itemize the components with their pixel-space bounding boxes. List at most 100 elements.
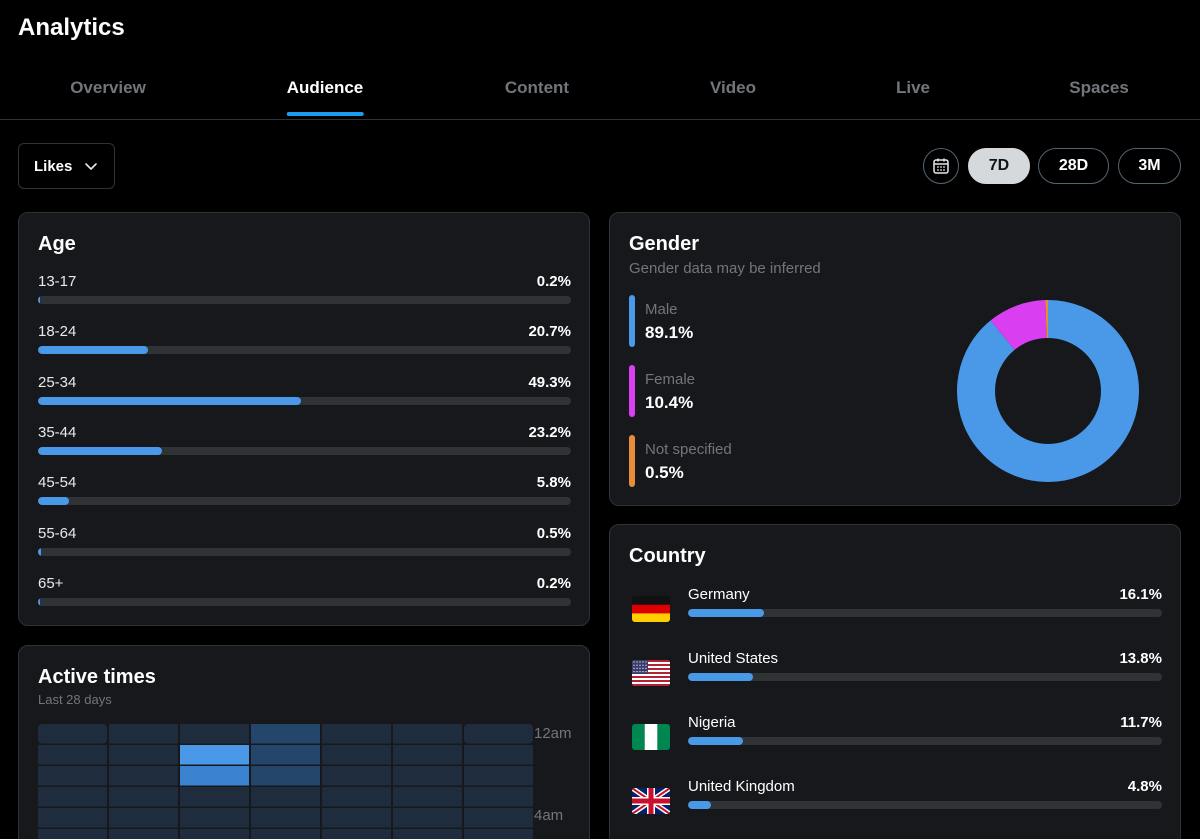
heatmap-cell — [322, 745, 391, 765]
gender-legend-item: Female 10.4% — [629, 365, 829, 417]
heatmap-cell — [464, 745, 533, 765]
age-range-label: 25-34 — [38, 373, 77, 391]
heatmap-cell — [322, 808, 391, 828]
range-28d-button[interactable]: 28D — [1038, 148, 1109, 184]
age-bar-fill — [38, 346, 149, 355]
age-bar-fill — [38, 296, 40, 304]
age-percent: 0.2% — [536, 273, 571, 290]
country-percent: 13.8% — [1119, 650, 1162, 667]
tab-video[interactable]: Video — [710, 78, 756, 97]
gender-donut-chart — [957, 300, 1139, 482]
gender-percent: 0.5% — [645, 463, 684, 482]
age-range-label: 18-24 — [38, 323, 77, 341]
age-bar-track — [38, 597, 571, 606]
age-row: 13-17 0.2% — [38, 273, 571, 313]
age-row: 45-54 5.8% — [38, 474, 571, 514]
country-bar-fill — [688, 609, 765, 617]
age-row: 55-64 0.5% — [38, 525, 571, 565]
active-tab-indicator — [286, 112, 364, 116]
heatmap-cell — [464, 808, 533, 828]
calendar-button[interactable] — [923, 148, 959, 184]
age-percent: 5.8% — [536, 474, 571, 492]
heatmap-cell — [393, 808, 462, 828]
country-bar-track — [688, 801, 1162, 809]
country-bar-fill — [688, 673, 754, 681]
heatmap-cell — [109, 724, 178, 744]
country-name: Nigeria — [688, 714, 736, 731]
time-label-12am: 12am — [534, 725, 572, 742]
heatmap-cell — [180, 745, 249, 765]
country-row: United Kingdom 4.8% — [632, 778, 1162, 828]
range-7d-button[interactable]: 7D — [968, 148, 1030, 184]
tab-overview[interactable]: Overview — [70, 78, 146, 97]
age-range-label: 13-17 — [38, 273, 77, 290]
tab-live[interactable]: Live — [895, 78, 931, 97]
age-bar-fill — [38, 547, 41, 556]
heatmap-cell — [38, 787, 107, 807]
heatmap-cell — [393, 766, 462, 786]
gender-label: Not specified — [645, 441, 732, 458]
chevron-down-icon — [85, 163, 97, 170]
gender-percent: 10.4% — [645, 393, 694, 412]
heatmap-cell — [109, 745, 178, 765]
active-times-title: Active times — [38, 666, 156, 688]
heatmap-cell — [251, 724, 320, 744]
gender-label: Male — [645, 301, 678, 318]
heatmap-cell — [393, 724, 462, 744]
us-flag-icon — [632, 660, 670, 686]
age-row: 65+ 0.2% — [38, 575, 571, 615]
metric-dropdown[interactable]: Likes — [18, 143, 115, 189]
heatmap-cell — [38, 724, 107, 744]
gender-label: Female — [645, 371, 696, 388]
country-percent: 4.8% — [1127, 778, 1162, 795]
metric-dropdown-value: Likes — [34, 157, 73, 175]
active-times-heatmap — [38, 724, 535, 839]
tab-audience[interactable]: Audience — [286, 78, 364, 116]
heatmap-cell — [109, 787, 178, 807]
age-range-label: 55-64 — [38, 524, 77, 542]
country-bar-track — [688, 737, 1162, 745]
heatmap-cell — [464, 787, 533, 807]
heatmap-cell — [180, 829, 249, 839]
germany-flag-icon — [632, 596, 670, 622]
age-bar-fill — [38, 396, 301, 405]
age-bar-track — [38, 547, 571, 556]
gender-color-bar — [629, 435, 635, 487]
heatmap-cell — [180, 766, 249, 786]
gender-legend-item: Male 89.1% — [629, 295, 829, 347]
heatmap-cell — [464, 766, 533, 786]
heatmap-cell — [251, 829, 320, 839]
heatmap-cell — [180, 787, 249, 807]
heatmap-cell — [180, 724, 249, 744]
heatmap-cell — [322, 766, 391, 786]
heatmap-cell — [38, 745, 107, 765]
age-bar-track — [38, 446, 571, 455]
heatmap-cell — [109, 808, 178, 828]
gender-legend-item: Not specified 0.5% — [629, 435, 829, 487]
age-bar-fill — [38, 497, 69, 506]
gender-percent: 89.1% — [645, 323, 694, 342]
tab-spaces[interactable]: Spaces — [1069, 78, 1129, 97]
tab-bar: Overview Audience Content Video Live Spa… — [0, 60, 1200, 120]
country-row: United States 13.8% — [632, 650, 1162, 700]
donut-slice-male — [957, 300, 1139, 482]
country-name: United States — [688, 650, 779, 667]
age-bar-track — [38, 346, 571, 355]
nigeria-flag-icon — [632, 724, 670, 750]
age-percent: 0.5% — [536, 524, 571, 542]
age-range-label: 65+ — [38, 574, 64, 592]
donut-slice-not-specified — [957, 300, 1139, 482]
country-row: Germany 16.1% — [632, 586, 1162, 636]
country-name: Germany — [688, 586, 750, 603]
heatmap-cell — [38, 766, 107, 786]
country-title: Country — [629, 545, 706, 567]
range-3m-button[interactable]: 3M — [1118, 148, 1181, 184]
country-percent: 16.1% — [1119, 586, 1162, 603]
age-percent: 49.3% — [528, 373, 571, 391]
country-name: United Kingdom — [688, 778, 795, 795]
country-card: Country Germany 16.1% United States 13.8% Ni… — [609, 524, 1181, 839]
heatmap-cell — [251, 808, 320, 828]
tab-content[interactable]: Content — [504, 78, 570, 97]
heatmap-cell — [38, 829, 107, 839]
heatmap-cell — [393, 745, 462, 765]
